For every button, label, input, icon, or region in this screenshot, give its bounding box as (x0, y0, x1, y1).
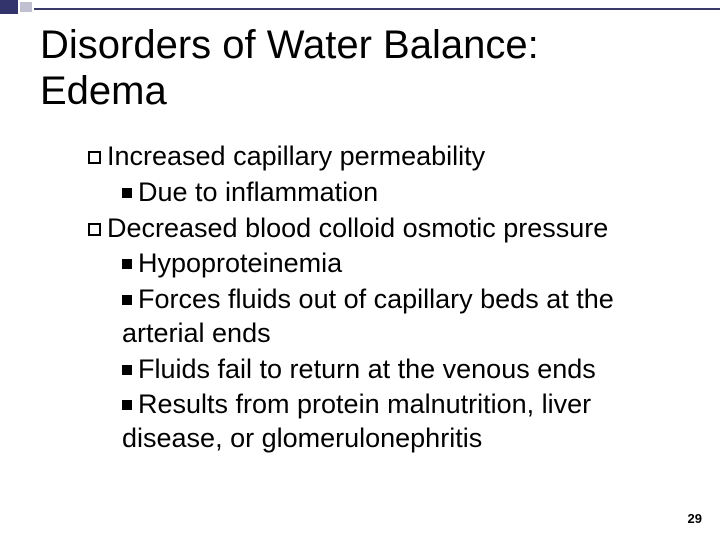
page-number: 29 (688, 511, 702, 526)
bullet-open-icon (88, 223, 101, 236)
header-underline (34, 0, 720, 10)
bullet-solid-icon (122, 259, 132, 269)
bullet-solid-icon (122, 400, 132, 410)
slide-body: Increased capillary permeability Due to … (68, 140, 690, 458)
list-item: Forces fluids out of capillary beds at t… (68, 283, 690, 351)
list-item: Results from protein malnutrition, liver… (68, 388, 690, 456)
list-item-text: Decreased blood colloid osmotic pressure (107, 213, 608, 243)
header-accent-bar (0, 0, 720, 14)
bullet-solid-icon (122, 188, 132, 198)
list-item-text: Results from protein malnutrition, liver… (122, 389, 591, 453)
bullet-solid-icon (122, 295, 132, 305)
list-item: Due to inflammation (68, 176, 690, 210)
header-square-small (20, 2, 32, 12)
title-line-1: Disorders of Water Balance: (40, 23, 539, 67)
bullet-solid-icon (122, 365, 132, 375)
list-item: Decreased blood colloid osmotic pressure (68, 212, 690, 246)
header-square-large (0, 0, 18, 14)
list-item: Fluids fail to return at the venous ends (68, 353, 690, 387)
bullet-open-icon (88, 151, 101, 164)
list-item-text: Increased capillary permeability (107, 141, 485, 171)
list-item-text: Forces fluids out of capillary beds at t… (122, 284, 614, 348)
list-item-text: Due to inflammation (138, 177, 378, 207)
slide-title: Disorders of Water Balance: Edema (40, 22, 539, 114)
list-item: Hypoproteinemia (68, 247, 690, 281)
list-item-text: Fluids fail to return at the venous ends (138, 354, 596, 384)
list-item: Increased capillary permeability (68, 140, 690, 174)
list-item-text: Hypoproteinemia (138, 248, 342, 278)
title-line-2: Edema (40, 69, 167, 113)
